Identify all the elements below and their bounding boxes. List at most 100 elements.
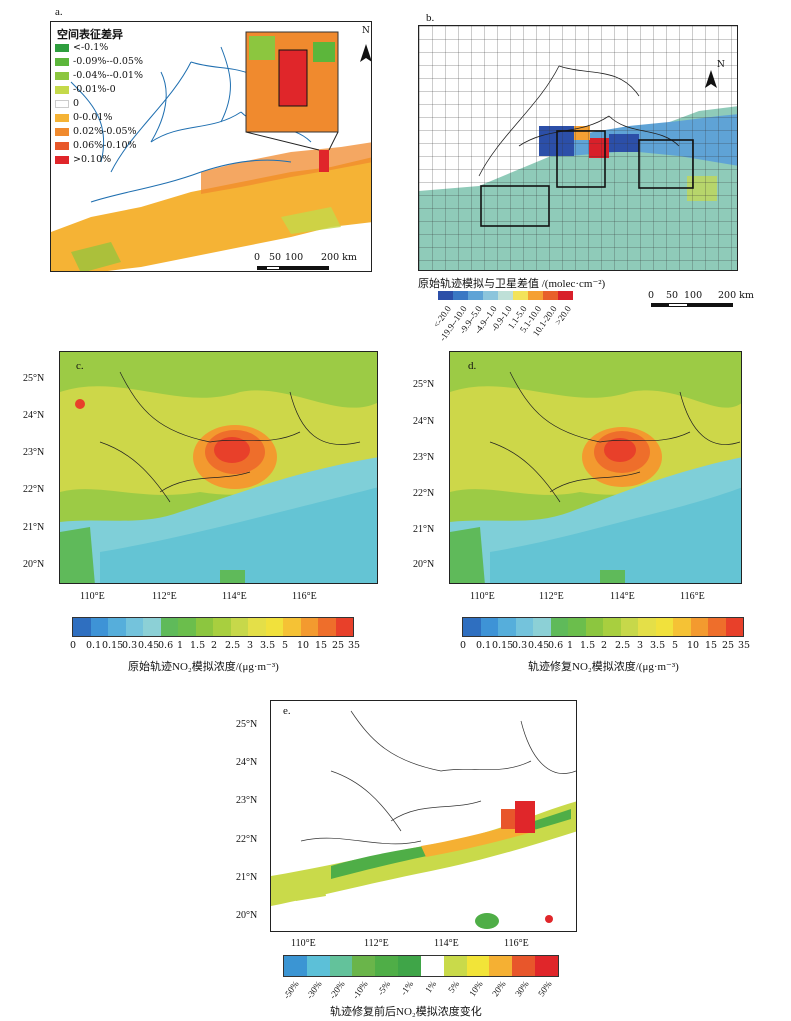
panel-e-orange-block <box>501 809 515 829</box>
panel-d-lat-tick: 23°N <box>413 452 435 463</box>
legend-item: >0.10% <box>55 154 111 165</box>
cbar-label: 15 <box>315 640 328 651</box>
cbar-swatch <box>143 618 161 636</box>
panel-d-green-patch <box>600 570 625 583</box>
panel-a-coast-band <box>51 157 371 271</box>
legend-swatch <box>55 85 69 94</box>
cbar-swatch <box>489 956 513 976</box>
panel-d-colorbar-title: 轨迹修复NO₂模拟浓度/(μg·m⁻³) <box>528 661 679 673</box>
cbar-label: 0.6 <box>158 640 174 651</box>
cbar-swatch <box>438 291 453 300</box>
cbar-swatch <box>690 618 708 636</box>
cbar-swatch <box>195 618 213 636</box>
cbar-swatch <box>463 618 481 636</box>
cbar-label: 0.1 <box>86 640 102 651</box>
panel-a-green-patch-2 <box>281 207 341 234</box>
cbar-label: 2 <box>211 640 218 651</box>
panel-d-lat-tick: 21°N <box>413 524 435 535</box>
cbar-swatch <box>655 618 673 636</box>
legend-item: 0-0.01% <box>55 112 112 123</box>
cbar-label: 3 <box>247 640 254 651</box>
cbar-label: 3.5 <box>650 640 666 651</box>
panel-c-boundaries <box>99 371 361 503</box>
cbar-swatch <box>528 291 543 300</box>
panel-e-label: e. <box>283 705 291 717</box>
cbar-swatch <box>515 618 533 636</box>
cbar-swatch <box>603 618 621 636</box>
panel-b-north-arrow-icon <box>705 70 717 88</box>
panel-b-cbar-title: 原始轨迹模拟与卫星差值 /(molec·cm⁻²) <box>418 278 606 290</box>
panel-e-cbar-label: -10% <box>349 979 370 1001</box>
cbar-swatch <box>160 618 178 636</box>
cbar-swatch <box>125 618 143 636</box>
panel-d-colorbar <box>462 617 744 637</box>
cbar-swatch <box>335 618 353 636</box>
panel-d-lon-tick: 116°E <box>680 591 705 602</box>
panel-b-scale-bar-white <box>669 304 687 306</box>
panel-b-box-2 <box>556 130 606 188</box>
panel-e-yellow-patch <box>291 871 326 901</box>
panel-e-cbar-label: 1% <box>423 979 439 995</box>
panel-c-lat-tick: 21°N <box>23 522 45 533</box>
cbar-label: 2.5 <box>225 640 241 651</box>
cbar-swatch <box>512 956 536 976</box>
panel-e-lon-tick: 114°E <box>434 938 459 949</box>
cbar-swatch <box>453 291 468 300</box>
panel-b-box-1 <box>480 185 550 227</box>
cbar-label: 0.45 <box>138 640 160 651</box>
cbar-swatch <box>90 618 108 636</box>
panel-e-cbar-label: -1% <box>398 979 416 998</box>
cbar-label: 0.15 <box>492 640 514 651</box>
panel-b-colorbar <box>438 291 573 300</box>
panel-b-boundaries <box>478 65 680 177</box>
legend-swatch <box>55 71 69 80</box>
cbar-swatch <box>535 956 558 976</box>
panel-b-scale-100: 100 <box>684 290 703 301</box>
panel-a-north-arrow-icon <box>360 44 371 62</box>
cbar-swatch <box>73 618 91 636</box>
cbar-swatch <box>398 956 421 976</box>
legend-swatch <box>55 99 69 108</box>
legend-item: -0.01%-0 <box>55 84 116 95</box>
cbar-label: 25 <box>722 640 735 651</box>
panel-a-scale-0: 0 <box>254 252 261 263</box>
cbar-label: 0.15 <box>102 640 124 651</box>
cbar-swatch <box>230 618 248 636</box>
cbar-swatch <box>318 618 336 636</box>
cbar-swatch <box>329 956 353 976</box>
cbar-swatch <box>375 956 399 976</box>
panel-c-colorbar <box>72 617 354 637</box>
panel-c-lon-tick: 110°E <box>80 591 105 602</box>
panel-d-hotspot-core <box>604 438 636 462</box>
cbar-swatch <box>265 618 283 636</box>
panel-a-scale-100: 100 <box>285 252 304 263</box>
panel-a-north-label: N <box>362 26 370 36</box>
panel-d-map: d. <box>449 351 742 584</box>
panel-c-lat-tick: 24°N <box>23 410 45 421</box>
cbar-swatch <box>468 291 483 300</box>
panel-e-cbar-label: 50% <box>535 979 554 999</box>
panel-c-map: c. <box>59 351 378 584</box>
panel-d-svg <box>450 352 741 583</box>
panel-a-scale-bar-white <box>267 267 279 269</box>
panel-e-cbar-label: -5% <box>375 979 393 998</box>
panel-e-lat-tick: 25°N <box>236 719 258 730</box>
cbar-swatch <box>725 618 743 636</box>
cbar-label: 0 <box>70 640 77 651</box>
panel-d-boundaries <box>489 371 741 503</box>
panel-a-boundaries-2 <box>70 46 231 163</box>
legend-swatch <box>55 57 69 66</box>
panel-e-lon-tick: 112°E <box>364 938 389 949</box>
cbar-label: 25 <box>332 640 345 651</box>
cbar-swatch <box>284 956 307 976</box>
cbar-swatch <box>558 291 573 300</box>
panel-e-red-block <box>515 801 535 833</box>
cbar-label: 5 <box>282 640 289 651</box>
panel-b-north-label: N <box>717 60 725 70</box>
panel-a-legend: <-0.1% -0.09%--0.05% -0.04%--0.01% -0.01… <box>51 42 181 182</box>
panel-e-cbar-label: 30% <box>512 979 531 999</box>
panel-c-spot <box>75 399 85 409</box>
cbar-swatch <box>283 618 301 636</box>
cbar-swatch <box>466 956 490 976</box>
panel-c-sea-deep <box>100 487 377 583</box>
